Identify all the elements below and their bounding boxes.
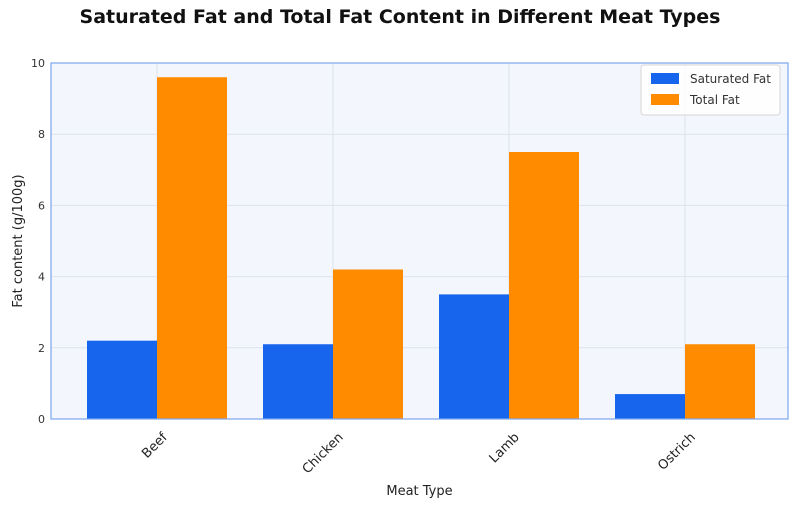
x-tick-label: Beef <box>139 430 171 462</box>
y-axis-ticks: 0 2 4 6 8 10 <box>31 57 45 426</box>
bars <box>87 77 755 420</box>
bar-saturated-fat-ostrich <box>615 394 685 419</box>
plot-frame <box>50 62 789 420</box>
legend-label: Saturated Fat <box>690 72 771 86</box>
y-tick-label: 4 <box>38 271 45 284</box>
x-axis-ticks: Beef Chicken Lamb Ostrich <box>139 430 698 477</box>
legend-label: Total Fat <box>689 93 740 107</box>
bar-total-fat-lamb <box>509 152 579 419</box>
x-tick-label: Ostrich <box>655 430 698 473</box>
bar-saturated-fat-chicken <box>263 344 333 419</box>
bar-saturated-fat-beef <box>87 340 157 419</box>
bar-total-fat-chicken <box>333 269 403 419</box>
chart-title: Saturated Fat and Total Fat Content in D… <box>79 6 721 28</box>
bar-total-fat-ostrich <box>685 344 755 419</box>
y-tick-label: 0 <box>38 413 45 426</box>
legend: Saturated Fat Total Fat <box>640 64 781 116</box>
legend-swatch-total-fat <box>651 94 679 105</box>
x-axis-title: Meat Type <box>386 484 452 499</box>
x-tick-label: Chicken <box>300 430 347 477</box>
y-tick-label: 10 <box>31 57 45 70</box>
bar-total-fat-beef <box>157 77 227 420</box>
legend-swatch-saturated-fat <box>651 73 679 84</box>
y-tick-label: 6 <box>38 199 45 212</box>
x-tick-label: Lamb <box>487 430 523 466</box>
y-tick-label: 2 <box>38 342 45 355</box>
y-axis-title: Fat content (g/100g) <box>11 174 26 307</box>
y-tick-label: 8 <box>38 128 45 141</box>
bar-saturated-fat-lamb <box>439 294 509 419</box>
